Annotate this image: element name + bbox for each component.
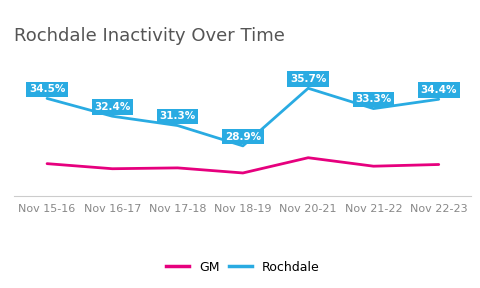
Text: 34.5%: 34.5% [29,84,65,94]
Text: 35.7%: 35.7% [289,74,326,84]
Text: 32.4%: 32.4% [94,102,130,112]
Legend: GM, Rochdale: GM, Rochdale [161,256,324,279]
Text: 28.9%: 28.9% [224,132,261,142]
Text: Rochdale Inactivity Over Time: Rochdale Inactivity Over Time [14,27,285,45]
Text: 33.3%: 33.3% [355,94,391,104]
Text: 31.3%: 31.3% [159,111,195,121]
Text: 34.4%: 34.4% [420,85,456,95]
